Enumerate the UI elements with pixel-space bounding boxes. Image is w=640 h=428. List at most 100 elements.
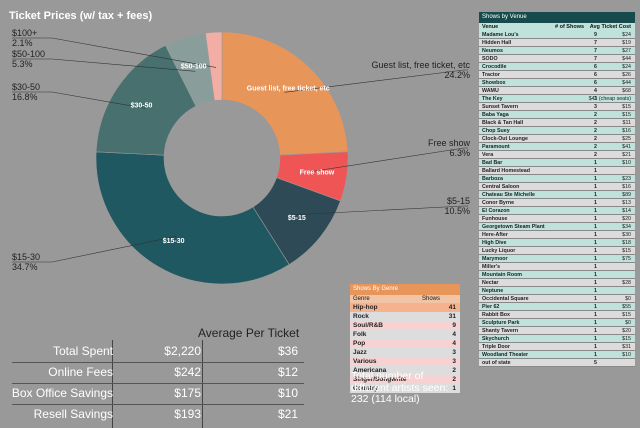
genre-row: Hip-hop 41	[350, 303, 460, 312]
venue-name: Crocodile	[482, 64, 507, 70]
venue-table: Shows by Venue Venue # of Shows Avg Tick…	[479, 12, 635, 367]
venue-shows: 1	[594, 168, 597, 174]
venue-shows: 2	[594, 152, 597, 158]
slice-percent: 34.7%	[12, 262, 38, 272]
venue-row: Georgetown Steam Plant 1 $34	[479, 223, 635, 231]
genre-name: Americana	[353, 367, 387, 374]
venue-shows: 2	[594, 128, 597, 134]
venue-name: Shanty Tavern	[482, 328, 519, 334]
venue-shows: 1	[594, 176, 597, 182]
venue-name: Chateau Ste Michelle	[482, 192, 535, 198]
venue-avg-cost: $24	[622, 64, 631, 70]
venue-name: Woodland Theater	[482, 352, 529, 358]
venue-col-header: Venue	[482, 24, 499, 30]
venue-row: Funhouse 1 $20	[479, 215, 635, 223]
shows-col-header: Shows	[422, 296, 441, 302]
venue-name: Showbox	[482, 80, 506, 86]
divider	[112, 340, 113, 428]
venue-name: Bad Bar	[482, 160, 503, 166]
avg-table-header: Average Per Ticket	[198, 326, 300, 340]
venue-name: High Dive	[482, 240, 507, 246]
venue-row: Conor Byrne 1 $13	[479, 199, 635, 207]
row-total: $175	[174, 386, 201, 400]
genre-row: Soul/R&B 9	[350, 321, 460, 330]
genre-row: Folk 4	[350, 330, 460, 339]
venue-shows: 6	[594, 72, 597, 78]
venue-name: Funhouse	[482, 216, 508, 222]
venue-row: Showbox 6 $44	[479, 79, 635, 87]
venue-avg-cost: $14	[622, 208, 631, 214]
row-total: $242	[174, 365, 201, 379]
venue-shows: 1	[594, 200, 597, 206]
genre-row: Rock 31	[350, 312, 460, 321]
venue-avg-cost: $24	[622, 32, 631, 38]
venue-shows: 1	[594, 336, 597, 342]
venue-row: Mountain Room 1	[479, 271, 635, 279]
venue-name: Rabbit Box	[482, 312, 510, 318]
venue-name: Miller's	[482, 264, 501, 270]
leader-line	[284, 69, 468, 93]
venue-row: Woodland Theater 1 $10	[479, 351, 635, 359]
venue-name: Barboza	[482, 176, 503, 182]
venue-row: Sculpture Park 1 $0	[479, 319, 635, 327]
venue-avg-cost: $15	[622, 312, 631, 318]
row-average: $36	[277, 344, 298, 358]
venue-name: Madame Lou's	[482, 32, 519, 38]
avg-row-box-office-savings: Box Office Savings $175 $10	[8, 386, 308, 406]
venue-name: Nectar	[482, 280, 499, 286]
genre-name: Singer/Songwrite	[353, 376, 407, 383]
venue-shows: 1	[594, 280, 597, 286]
venue-avg-cost: $15	[622, 336, 631, 342]
venue-row: Marymoor 1 $75	[479, 255, 635, 263]
avg-row-total-spent: Total Spent $2,220 $36	[8, 344, 308, 364]
avg-row-online-fees: Online Fees $242 $12	[8, 365, 308, 385]
venue-avg-cost: $10	[622, 352, 631, 358]
venue-avg-cost: $25	[622, 136, 631, 142]
venue-shows: 2	[594, 120, 597, 126]
venue-shows: 7	[594, 40, 597, 46]
venue-name: Chop Suey	[482, 128, 510, 134]
row-average: $12	[277, 365, 298, 379]
venue-shows: 2	[594, 112, 597, 118]
venue-name: Conor Byrne	[482, 200, 515, 206]
venue-avg-cost: $44	[622, 80, 631, 86]
venue-shows: 1	[594, 184, 597, 190]
venue-name: Neumos	[482, 48, 503, 54]
pie-slice	[221, 31, 349, 156]
venue-avg-cost: $26	[622, 72, 631, 78]
venue-shows: 1	[594, 232, 597, 238]
venue-shows: 7	[594, 56, 597, 62]
genre-name: Jazz	[353, 349, 367, 356]
venue-avg-cost: $13	[622, 200, 631, 206]
venue-row: Nectar 1 $28	[479, 279, 635, 287]
pie-slice	[95, 151, 290, 285]
slice-label: $50-100	[12, 49, 45, 59]
totals-line: Total number of	[351, 370, 424, 382]
venue-name: Hidden Hall	[482, 40, 512, 46]
venue-row: Pier 62 1 $55	[479, 303, 635, 311]
venue-name: Vera	[482, 152, 494, 158]
venue-avg-cost: $0	[625, 296, 631, 302]
venue-name: Skychurch	[482, 336, 510, 342]
venue-name: El Corazon	[482, 208, 510, 214]
slice-inner-label: $5-15	[288, 215, 306, 222]
venue-shows-col-header: # of Shows	[555, 24, 585, 30]
slice-inner-label: Guest list, free ticket, etc	[247, 85, 330, 92]
genre-name: Country	[353, 385, 378, 392]
venue-row: Ballard Homestead 1	[479, 167, 635, 175]
genre-table: Shows By Genre Genre Shows Hip-hop 41 Rock…	[350, 284, 460, 393]
genre-row: Jazz 3	[350, 348, 460, 357]
row-label: Total Spent	[52, 344, 113, 358]
slice-inner-label: $30-50	[131, 103, 153, 110]
venue-avg-cost: $15	[622, 112, 631, 118]
genre-row: Americana 2	[350, 366, 460, 375]
slice-label: Free show	[428, 138, 471, 148]
venue-shows: 1	[594, 320, 597, 326]
venue-name: Mountain Room	[482, 272, 523, 278]
venue-avg-cost: $28	[622, 280, 631, 286]
leader-line	[12, 37, 217, 68]
slice-label: $5-15	[447, 196, 470, 206]
genre-shows: 9	[452, 322, 456, 329]
slice-label: $30-50	[12, 82, 40, 92]
genre-shows: 3	[452, 349, 456, 356]
